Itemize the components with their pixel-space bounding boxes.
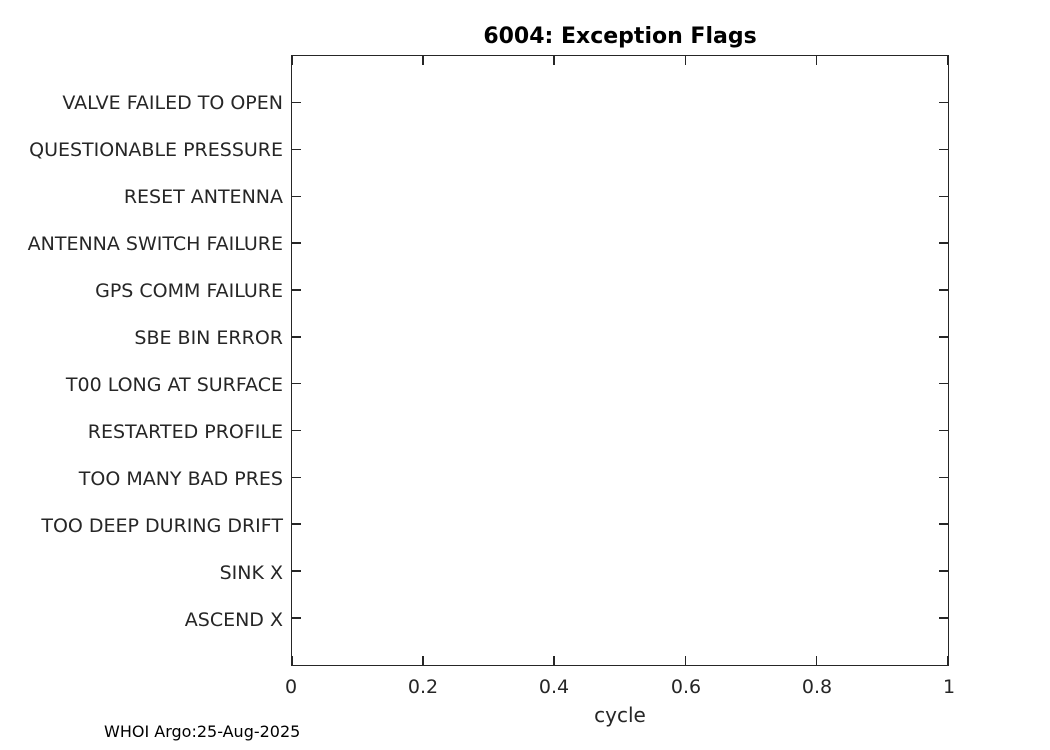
y-tick-mark	[292, 242, 301, 244]
y-tick-mark	[939, 148, 948, 151]
x-tick-mark	[947, 56, 949, 65]
y-tick-mark	[292, 148, 301, 151]
y-tick-mark	[939, 242, 948, 244]
y-tick-mark	[939, 382, 948, 385]
x-tick-mark	[947, 656, 949, 665]
footer-annotation: WHOI Argo:25-Aug-2025	[104, 722, 301, 741]
y-tick-label: GPS COMM FAILURE	[95, 280, 283, 302]
chart-title: 6004: Exception Flags	[483, 24, 757, 49]
y-tick-label: T00 LONG AT SURFACE	[65, 374, 283, 396]
y-tick-mark	[292, 570, 301, 572]
x-tick-mark	[553, 56, 555, 65]
y-tick-label: QUESTIONABLE PRESSURE	[29, 139, 283, 161]
y-tick-mark	[292, 476, 301, 479]
y-tick-mark	[292, 617, 301, 619]
x-axis-label: cycle	[594, 703, 646, 727]
x-tick-label: 1	[942, 676, 956, 698]
y-tick-label: TOO DEEP DURING DRIFT	[41, 515, 283, 537]
x-tick-label: 0.8	[801, 676, 833, 698]
x-tick-mark	[291, 56, 293, 65]
x-tick-label: 0.2	[407, 676, 439, 698]
x-tick-mark	[684, 656, 687, 665]
y-tick-mark	[292, 523, 301, 525]
y-tick-mark	[939, 617, 948, 619]
y-tick-mark	[939, 429, 948, 432]
x-tick-mark	[815, 656, 818, 665]
x-tick-mark	[422, 56, 424, 65]
y-tick-label: VALVE FAILED TO OPEN	[62, 92, 283, 114]
y-tick-label: SINK X	[219, 562, 283, 584]
x-tick-label: 0	[284, 676, 298, 698]
y-tick-mark	[292, 101, 301, 104]
x-tick-mark	[422, 656, 424, 665]
plot-area	[291, 55, 949, 666]
y-tick-label: ANTENNA SWITCH FAILURE	[27, 233, 283, 255]
y-tick-mark	[292, 195, 301, 198]
x-tick-label: 0.4	[538, 676, 570, 698]
y-tick-mark	[939, 570, 948, 572]
x-tick-label: 0.6	[670, 676, 702, 698]
y-tick-mark	[939, 336, 948, 338]
y-tick-mark	[939, 195, 948, 198]
y-tick-label: RESTARTED PROFILE	[87, 421, 283, 443]
y-tick-label: SBE BIN ERROR	[134, 327, 283, 349]
y-tick-mark	[292, 382, 301, 385]
x-tick-mark	[684, 56, 687, 65]
y-tick-mark	[292, 429, 301, 432]
y-tick-label: TOO MANY BAD PRES	[78, 468, 283, 490]
x-tick-mark	[815, 56, 818, 65]
y-tick-mark	[939, 101, 948, 104]
y-tick-mark	[939, 476, 948, 479]
y-tick-mark	[292, 289, 301, 291]
x-tick-mark	[291, 656, 293, 665]
y-tick-mark	[939, 289, 948, 291]
y-tick-label: RESET ANTENNA	[123, 186, 283, 208]
y-tick-mark	[939, 523, 948, 525]
y-tick-label: ASCEND X	[184, 609, 283, 631]
y-tick-mark	[292, 336, 301, 338]
x-tick-mark	[553, 656, 555, 665]
